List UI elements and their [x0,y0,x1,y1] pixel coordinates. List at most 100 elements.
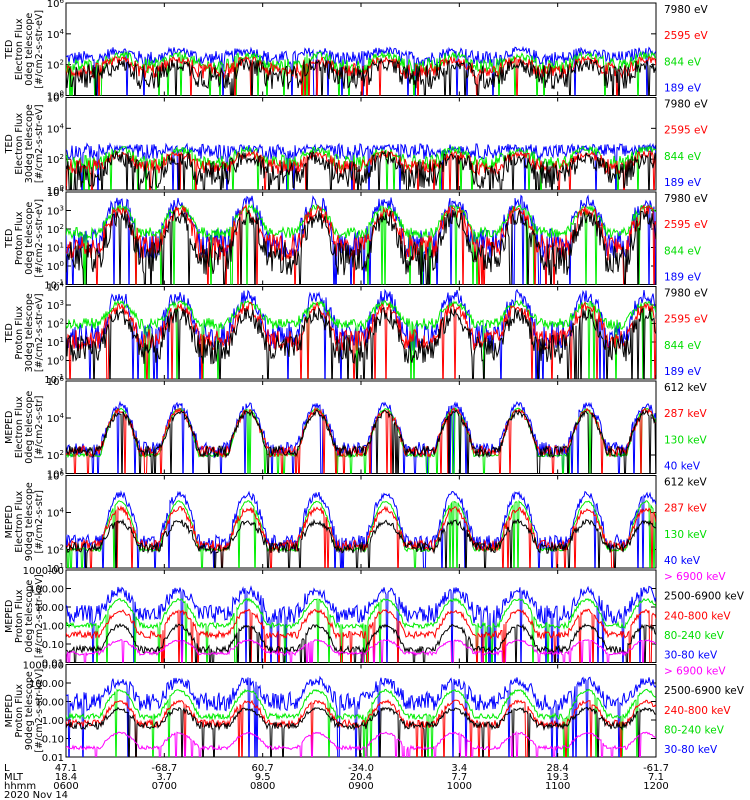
y-axis-label: 0deg telescope [24,202,35,275]
series-844-ev [66,50,656,96]
panel-meped-p-90: 0.01 0.10 1.00 10.00 100.00 1000.00 MEPED Proto… [4,661,745,765]
legend-entry: 7980 eV [664,99,709,111]
y-tick-label: 0.01 [42,659,64,670]
series--6900-kev [66,639,656,663]
y-tick-label: 101 [47,336,64,349]
series-844-ev [66,203,656,285]
date-label: 2020 Nov 14 [4,790,68,800]
y-axis-label: MEPED [4,600,15,633]
series-844-ev [66,299,656,379]
legend-entry: 189 eV [664,177,702,189]
legend-entry: 189 eV [664,83,702,95]
x-tick-label: -34.0 [348,763,374,774]
series-30-80-kev [66,585,656,663]
x-tick-label: 1000 [447,781,472,792]
y-tick-label: 100 [47,184,64,197]
x-tick-label: 19.3 [547,772,569,783]
legend-entry: 844 eV [664,56,702,68]
legend-entry: 30-80 keV [664,744,718,756]
x-row-label: L [4,763,10,774]
y-tick-label: 102 [47,223,64,236]
x-tick-label: 0900 [348,781,373,792]
y-tick-label: 1.00 [42,622,64,633]
y-tick-label: 104 [47,507,65,520]
series-2500-6900-kev [66,623,656,663]
y-axis-label: [#/cm2-s-str-keV] [34,669,45,753]
legend-entry: 7980 eV [664,288,709,300]
legend-entry: 7980 eV [664,193,709,205]
legend-entry: 844 eV [664,340,702,352]
y-axis-label: [#/cm2-s-str] [34,490,45,553]
y-tick-label: 100 [47,90,64,103]
y-tick-label: 106 [47,92,65,105]
y-tick-label: 101 [47,242,64,255]
x-tick-label: -61.7 [643,763,669,774]
x-tick-label: 9.5 [255,772,271,783]
series-80-240-kev [66,688,656,757]
y-tick-label: 100.00 [29,679,64,690]
y-axis-label: Electron Flux [14,18,25,80]
y-axis-label: 90deg telescope [24,671,35,750]
legend-entry: 130 keV [664,529,708,541]
legend-entry: 612 keV [664,382,708,394]
legend-entry: 189 eV [664,272,702,284]
series-844-ev [66,145,656,190]
x-tick-label: 1200 [643,781,668,792]
y-tick-label: 106 [47,375,65,388]
y-axis-label: [#/cm2-s-str-eV] [34,104,45,183]
series-2500-6900-kev [66,706,656,757]
panel-ted-e-0: 100 102 104 106 TED Electron Flux 0deg telesco… [4,0,709,103]
y-axis-label: MEPED [4,411,15,444]
series-240-800-kev [66,608,656,663]
y-axis-label: TED [4,323,15,343]
series-2595-ev [66,150,656,190]
y-tick-label: 104 [47,122,65,135]
panel-ted-e-30: 100 102 104 106 TED Electron Flux 30deg telesc… [4,92,709,198]
x-tick-label: -68.7 [151,763,177,774]
legend-entry: 844 eV [664,245,702,257]
y-tick-label: 102 [47,153,64,166]
legend-entry: > 6900 keV [664,571,726,583]
legend-entry: 2500-6900 keV [664,685,745,697]
panel-ted-p-30: 10-1 100 101 102 103 104 TED Proton Flux 30deg t… [4,281,709,387]
legend-entry: 2595 eV [664,314,709,326]
y-axis-label: 0deg telescope [24,13,35,86]
legend-entry: 40 keV [664,555,701,567]
series-80-240-kev [66,597,656,663]
legend-entry: > 6900 keV [664,666,726,678]
y-tick-label: 0.10 [42,640,64,651]
x-tick-label: 0600 [53,781,78,792]
y-axis-label: MEPED [4,505,15,538]
y-axis-label: [#/cm2-s-str-keV] [34,574,45,658]
y-tick-label: 100 [47,260,64,273]
x-tick-label: 47.1 [55,763,77,774]
x-tick-label: 60.7 [252,763,274,774]
y-tick-label: 104 [47,281,65,294]
y-axis-label: [#/cm2-s-str-eV] [34,199,45,278]
y-tick-label: 102 [47,318,64,331]
y-tick-label: 1000.00 [23,566,64,577]
y-tick-label: 104 [47,186,65,199]
legend-entry: 612 keV [664,477,708,489]
series-40-kev [66,490,656,568]
y-tick-label: 10-1 [44,373,64,386]
y-tick-label: 101 [47,468,64,481]
y-axis-label: TED [4,40,15,60]
plot-frame [65,97,657,191]
y-tick-label: 102 [47,59,64,72]
y-axis-label: 30deg telescope [24,104,35,183]
y-tick-label: 1.00 [42,716,64,727]
series-7980-ev [66,57,656,96]
x-tick-label: 3.7 [156,772,172,783]
x-tick-label: 3.4 [451,763,467,774]
legend-entry: 844 eV [664,151,702,163]
legend-entry: 240-800 keV [664,705,731,717]
panel-meped-e-0: 101 102 104 106 MEPED Electron Flux 0deg teles… [4,375,708,481]
panel-meped-p-0: 0.01 0.10 1.00 10.00 100.00 1000.00 MEPED Proto… [4,566,745,670]
legend-entry: 40 keV [664,461,701,473]
legend-entry: 130 keV [664,434,708,446]
x-tick-label: 28.4 [547,763,569,774]
legend-entry: 80-240 keV [664,630,725,642]
legend-entry: 287 keV [664,408,708,420]
